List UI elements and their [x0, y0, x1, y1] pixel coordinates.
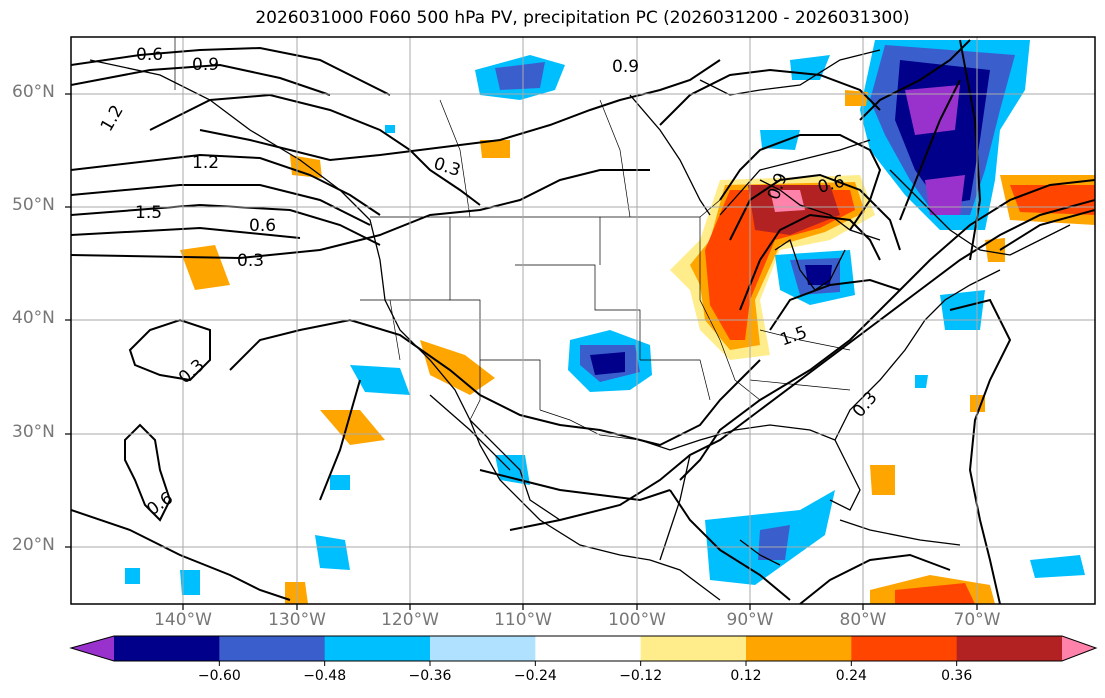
colorbar-tick-label: −0.36 [408, 668, 452, 684]
colorbar-segment [956, 636, 1063, 661]
map-title: 2026031000 F060 500 hPa PV, precipitatio… [255, 8, 910, 28]
lon-label: 120°W [381, 610, 439, 630]
colorbar-segment [114, 636, 220, 661]
colorbar-arrow-high [1062, 636, 1096, 661]
lat-label: 60°N [12, 82, 55, 102]
lon-label: 110°W [494, 610, 552, 630]
lat-label: 20°N [12, 535, 55, 555]
colorbar-tick-label: −0.60 [197, 668, 241, 684]
lat-label: 50°N [12, 195, 55, 215]
colorbar-tick-label: −0.12 [619, 668, 663, 684]
contour-label: 0.9 [612, 57, 639, 77]
lat-label: 40°N [12, 308, 55, 328]
graticule [71, 37, 1095, 604]
colorbar-segment [746, 636, 852, 661]
lon-label: 100°W [608, 610, 666, 630]
lon-label: 70°W [953, 610, 1001, 630]
colorbar-tick-label: 0.36 [941, 668, 973, 684]
lat-label: 30°N [12, 422, 55, 442]
contour-label: 0.6 [136, 45, 163, 65]
colorbar-tick-label: 0.24 [835, 668, 867, 684]
colorbar-outline [69, 635, 1098, 662]
contour-label: 0.9 [192, 55, 219, 75]
colorbar-segment [640, 636, 747, 661]
colorbar-tick-label: −0.24 [513, 668, 557, 684]
lon-label: 80°W [839, 610, 887, 630]
contour-label: 0.6 [249, 216, 276, 236]
colorbar-tick-label: −0.48 [303, 668, 347, 684]
contour-label: 0.3 [237, 251, 264, 271]
colorbar-segment [535, 636, 642, 661]
axis-ticks [65, 93, 978, 610]
colorbar-tick-label: 0.12 [730, 668, 762, 684]
colorbar-segment [430, 636, 536, 661]
lon-label: 90°W [726, 610, 774, 630]
coastlines [89, 49, 1071, 601]
contour-label: 1.2 [192, 153, 219, 173]
colorbar-segment [219, 636, 326, 661]
contour-label: 1.5 [135, 203, 162, 223]
lon-label: 130°W [268, 610, 326, 630]
colorbar-segment [851, 636, 958, 661]
colorbar-segment [324, 636, 431, 661]
colorbar-arrow-low [71, 636, 114, 661]
lon-label: 140°W [154, 610, 212, 630]
